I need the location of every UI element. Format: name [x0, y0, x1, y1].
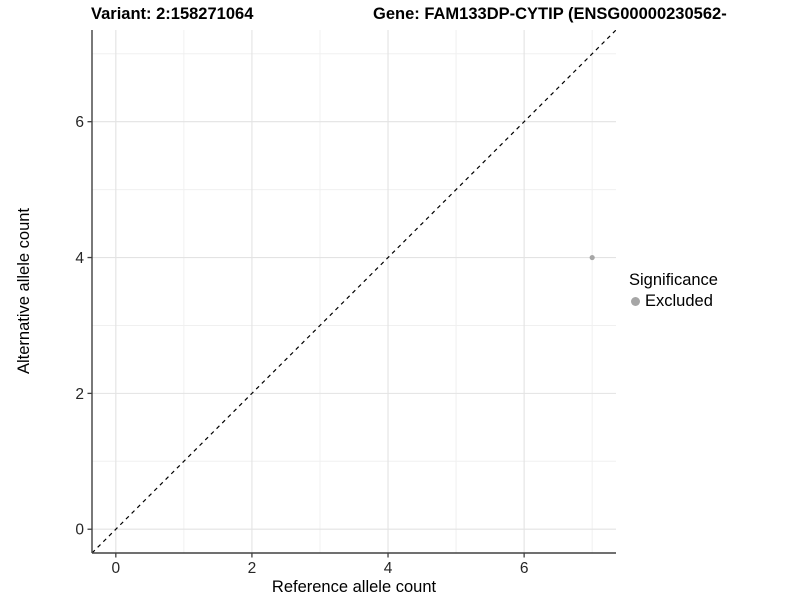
- legend-item-label: Excluded: [645, 292, 713, 310]
- y-axis-title: Alternative allele count: [15, 208, 33, 374]
- y-tick-label: 4: [75, 250, 84, 267]
- legend-item-excluded: Excluded: [631, 292, 718, 311]
- x-axis-title: Reference allele count: [272, 578, 437, 596]
- x-tick-label: 0: [112, 560, 121, 577]
- gene-title: Gene: FAM133DP-CYTIP (ENSG00000230562-: [373, 5, 727, 23]
- identity-reference-line: [92, 30, 616, 553]
- data-point: [589, 254, 595, 261]
- variant-title: Variant: 2:158271064: [91, 5, 254, 23]
- x-tick-label: 6: [520, 560, 529, 577]
- y-tick-label: 6: [75, 114, 84, 131]
- x-tick-label: 2: [248, 560, 257, 577]
- y-tick-label: 0: [75, 522, 84, 539]
- legend-point-icon: [631, 297, 640, 306]
- x-tick-label: 4: [384, 560, 393, 577]
- legend: Significance Excluded: [629, 271, 718, 311]
- y-tick-label: 2: [75, 386, 84, 403]
- legend-title: Significance: [629, 271, 718, 289]
